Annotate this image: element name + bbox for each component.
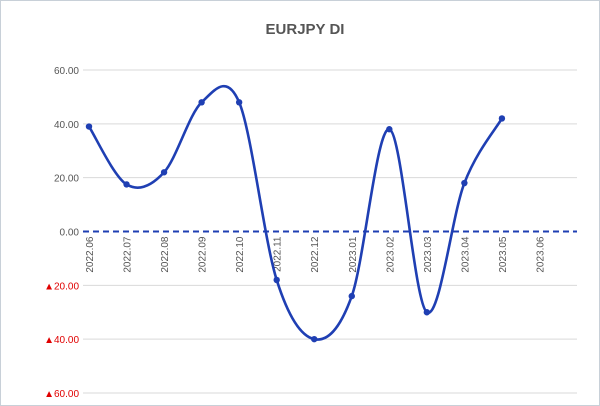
x-axis-labels: 2022.06 2022.07 2022.08 2022.09 2022.10 2022.… bbox=[85, 236, 546, 273]
y-tick-label: 40.00 bbox=[54, 120, 79, 131]
x-tick-label: 2022.06 bbox=[85, 236, 96, 273]
data-point bbox=[311, 335, 318, 343]
y-axis-labels: 60.00 40.00 20.00 0.00 ▲20.00 ▲40.00 ▲60.00 bbox=[44, 66, 79, 400]
x-tick-label: 2023.02 bbox=[385, 236, 396, 273]
x-tick-label: 2022.10 bbox=[235, 236, 246, 273]
data-point bbox=[386, 126, 393, 133]
x-tick-label: 2023.06 bbox=[535, 236, 546, 273]
gridlines bbox=[83, 69, 577, 394]
data-point bbox=[273, 276, 280, 284]
y-tick-label: 0.00 bbox=[60, 228, 80, 239]
data-point bbox=[461, 179, 468, 187]
y-tick-label: 60.00 bbox=[54, 66, 79, 77]
x-tick-label: 2022.12 bbox=[310, 236, 321, 273]
x-tick-label: 2023.03 bbox=[423, 236, 434, 273]
y-tick-label: ▲60.00 bbox=[44, 389, 79, 400]
data-point bbox=[348, 292, 355, 300]
y-tick-label: 20.00 bbox=[54, 174, 79, 185]
data-point bbox=[85, 123, 93, 130]
y-tick-label: ▲40.00 bbox=[44, 335, 79, 346]
x-tick-label: 2023.05 bbox=[498, 236, 509, 273]
x-tick-label: 2022.09 bbox=[198, 236, 209, 273]
x-tick-label: 2023.01 bbox=[348, 236, 359, 273]
x-tick-label: 2022.07 bbox=[123, 236, 134, 273]
chart-title: EURJPY DI bbox=[266, 21, 345, 38]
x-tick-label: 2022.11 bbox=[273, 236, 284, 272]
y-tick-label: ▲20.00 bbox=[44, 281, 79, 292]
data-points bbox=[85, 99, 506, 343]
x-tick-label: 2023.04 bbox=[460, 236, 471, 273]
data-point bbox=[198, 99, 205, 106]
data-point bbox=[235, 99, 243, 106]
x-tick-label: 2022.08 bbox=[160, 236, 171, 273]
data-point bbox=[160, 169, 168, 176]
data-point bbox=[498, 115, 506, 122]
data-point bbox=[123, 181, 130, 188]
data-point bbox=[423, 309, 431, 316]
